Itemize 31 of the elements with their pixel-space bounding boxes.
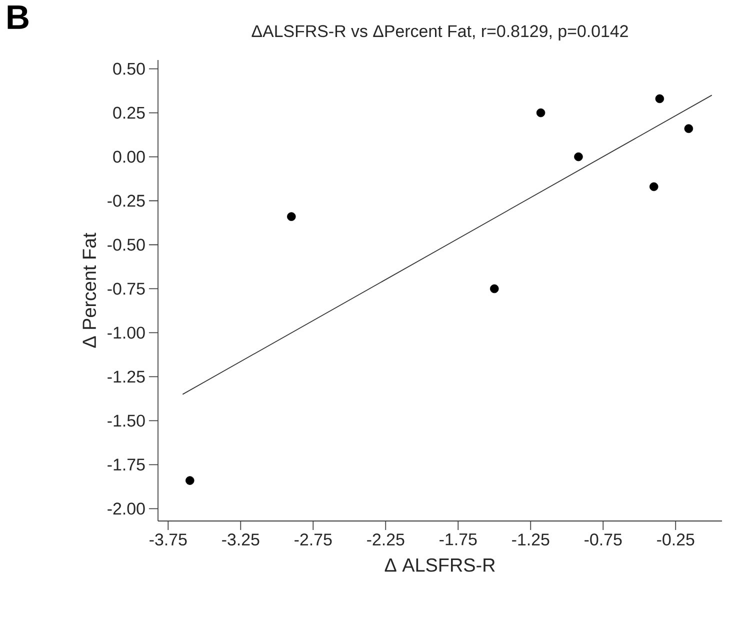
- x-tick-label: -1.25: [512, 534, 550, 546]
- y-tick-label: -1.75: [108, 458, 145, 471]
- x-tick-label: -2.75: [294, 534, 332, 546]
- x-axis-title: Δ ALSFRS-R: [384, 558, 495, 572]
- point: [536, 108, 546, 118]
- y-tick-label: -0.25: [108, 194, 145, 207]
- chart-title: ΔALSFRS-R vs ΔPercent Fat, r=0.8129, p=0.0142: [252, 25, 628, 40]
- point: [287, 212, 296, 221]
- y-tick-label: -2.00: [108, 502, 145, 515]
- x-tick-label: -0.25: [657, 534, 694, 546]
- y-tick-label: -0.75: [108, 282, 145, 295]
- point: [655, 94, 664, 104]
- x-tick-label: -2.25: [367, 534, 404, 546]
- point: [649, 182, 658, 192]
- y-tick-label: -1.00: [108, 326, 145, 339]
- y-tick-label: 0.00: [113, 150, 145, 163]
- y-tick-label: -0.50: [108, 238, 145, 251]
- point: [684, 124, 694, 133]
- y-tick-label: -1.25: [108, 370, 145, 383]
- y-tick-label: 0.50: [113, 62, 145, 75]
- x-tick-label: -0.75: [584, 534, 622, 546]
- x-tick-label: -3.25: [222, 534, 260, 546]
- y-tick-label: -1.50: [108, 414, 145, 427]
- y-tick-label: 0.25: [113, 106, 145, 119]
- point: [186, 476, 194, 485]
- y-axis-title: Δ Percent Fat: [82, 232, 96, 348]
- point: [490, 284, 499, 294]
- x-tick-label: -3.75: [150, 534, 187, 546]
- text: B: [8, 6, 28, 29]
- x-tick-label: -1.75: [440, 534, 477, 546]
- point: [574, 152, 583, 162]
